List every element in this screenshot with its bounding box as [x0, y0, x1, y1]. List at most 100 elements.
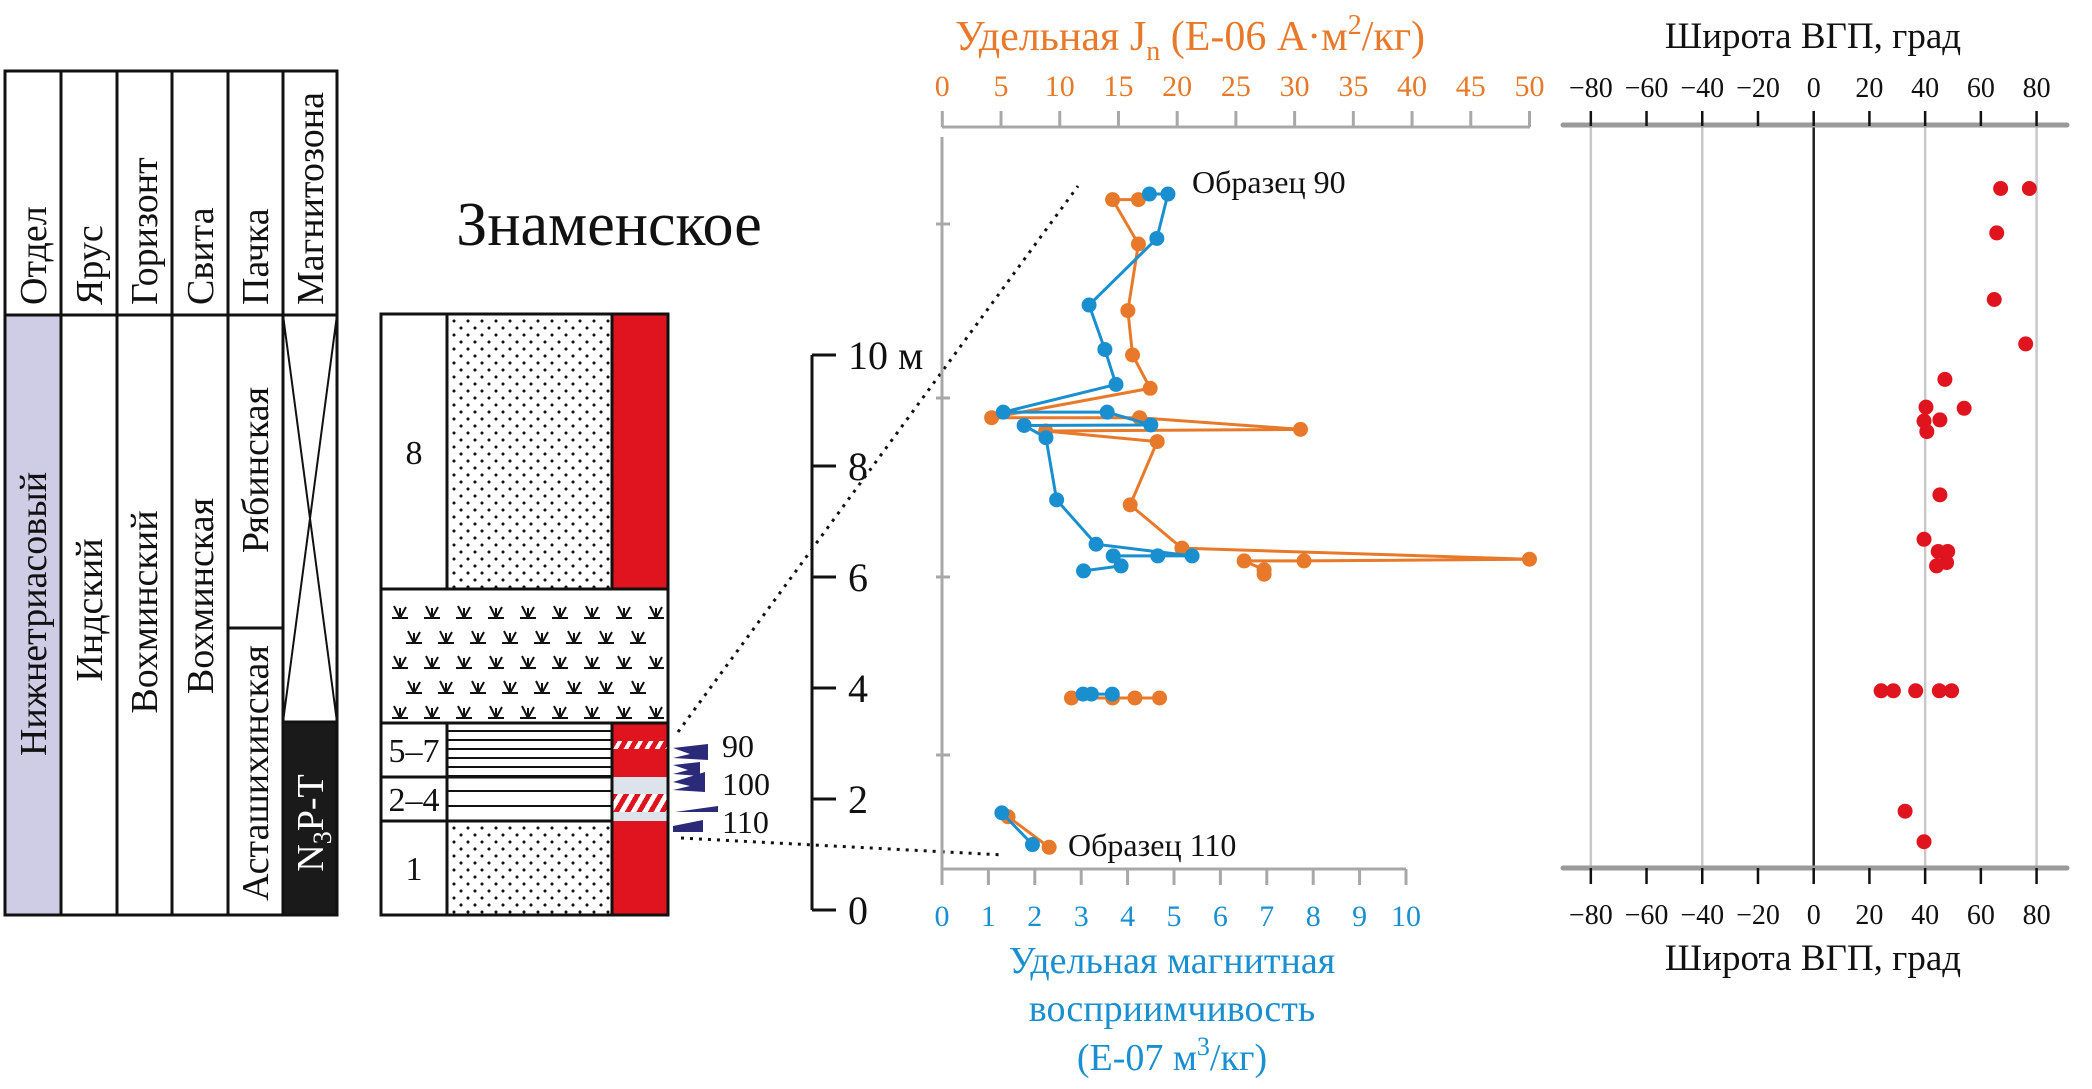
chi-tick-label: 0	[935, 900, 950, 933]
depth-tick-label: 0	[848, 888, 868, 933]
vgp-data-point	[1937, 371, 1953, 387]
plant-icon	[424, 605, 440, 619]
chi-data-point	[1150, 548, 1166, 564]
vgp-tick-label: 60	[1967, 73, 1995, 104]
depth-tick-label: 8	[848, 444, 868, 489]
vgp-tick-label: −20	[1736, 73, 1780, 104]
plant-icon	[616, 605, 632, 619]
jn-axis-ticks: 0 5 10 15 20 25 30 35 40 45 50	[935, 70, 1545, 127]
chi-axis-ticks: 0 1 2 3 4 5 6 7 8 9 10	[935, 869, 1421, 933]
vgp-data-point	[1944, 683, 1960, 699]
vgp-axis-title-bottom: Широта ВГП, град	[1665, 938, 1961, 979]
plant-icon	[502, 630, 518, 644]
correlation-line-bottom	[680, 836, 1005, 857]
normal-polarity-8	[612, 314, 668, 589]
plant-icon	[502, 680, 518, 694]
jn-tick-label: 25	[1221, 70, 1251, 103]
plant-icon	[552, 705, 568, 719]
jn-data-point	[1041, 839, 1057, 855]
magnetozone-label: N3P-T	[290, 774, 337, 871]
vgp-data-point	[1885, 683, 1901, 699]
table-body: Нижнетриасовый Индский Вохминский Вохмин…	[13, 387, 337, 901]
chi-tick-label: 2	[1027, 900, 1042, 933]
chi-data-point	[1038, 430, 1054, 446]
chi-data-point	[1141, 186, 1157, 202]
chi-tick-label: 5	[1167, 900, 1182, 933]
jn-tick-label: 40	[1397, 70, 1427, 103]
layer-numbers: 8 5–7 2–4 1	[389, 435, 440, 888]
plant-icon	[456, 705, 472, 719]
header-pachka: Пачка	[235, 208, 277, 305]
chi-tick-label: 1	[981, 900, 996, 933]
chi-tick-label: 3	[1074, 900, 1089, 933]
chi-title-line: Удельная магнитная	[1009, 940, 1335, 982]
vgp-data-point	[1939, 555, 1955, 571]
jn-data-point	[1142, 380, 1158, 396]
vgp-data-point	[2018, 336, 2034, 352]
vgp-tick-label: 20	[1855, 900, 1883, 931]
jn-data-point	[1292, 421, 1308, 437]
plant-icon	[584, 605, 600, 619]
sample-marker-icon	[675, 806, 718, 812]
chi-data-point	[1083, 686, 1099, 702]
laminated-layer-5-7	[447, 723, 612, 777]
jn-data-point	[1236, 553, 1252, 569]
jn-data-point	[1063, 690, 1079, 706]
vgp-tick-label: −80	[1569, 900, 1613, 931]
vgp-tick-label: 60	[1967, 900, 1995, 931]
hatched-band	[612, 741, 668, 749]
depth-tick-label: 10 м	[848, 333, 923, 378]
stage-label: Индский	[69, 538, 111, 681]
series-cell-bg	[5, 315, 61, 915]
series-label: Нижнетриасовый	[13, 472, 55, 756]
header-yarus: Ярус	[69, 225, 111, 305]
vgp-tick-label: 80	[2023, 73, 2051, 104]
chi-data-point	[1099, 404, 1115, 420]
plant-icon	[552, 605, 568, 619]
chi-title-unit: (Е-07 м3/кг)	[1077, 1032, 1267, 1079]
vgp-data-point	[1908, 683, 1924, 699]
plant-icon	[598, 630, 614, 644]
vgp-tick-label: −20	[1736, 900, 1780, 931]
vgp-data-point	[1986, 292, 2002, 307]
chi-data-point	[1088, 536, 1104, 552]
vgp-data-point	[1940, 543, 1956, 559]
member-label-ryabinskaya: Рябинская	[235, 387, 277, 553]
sandstone-layer-8	[447, 314, 612, 589]
vgp-data-point	[2021, 181, 2037, 196]
plant-icon	[616, 655, 632, 669]
header-magnetozone: Магнитозона	[290, 92, 332, 305]
chi-data-point	[1160, 186, 1176, 202]
chi-data-point	[1097, 341, 1113, 357]
plant-icon	[648, 655, 664, 669]
plant-icon	[488, 605, 504, 619]
plant-icon	[520, 655, 536, 669]
vgp-data-point	[1919, 424, 1935, 440]
plot-frame	[936, 125, 1530, 871]
sample-marker-icon	[673, 762, 700, 776]
jn-tick-label: 45	[1456, 70, 1486, 103]
sample-marker-icon	[673, 820, 703, 832]
jn-data-point	[1120, 303, 1136, 319]
depth-axis	[810, 353, 836, 912]
plant-icon	[566, 630, 582, 644]
chi-data-point	[1016, 417, 1032, 433]
jn-data-point	[1296, 553, 1312, 569]
jn-tick-label: 0	[935, 70, 950, 103]
vgp-tick-label: 40	[1911, 900, 1939, 931]
layer-label: 5–7	[389, 733, 440, 770]
depth-tick-label: 6	[848, 555, 868, 600]
jn-tick-label: 50	[1515, 70, 1545, 103]
chi-data-point	[994, 805, 1010, 821]
layer-label: 1	[406, 851, 423, 888]
vgp-data-point	[1993, 181, 2009, 196]
jn-data-point	[1122, 497, 1138, 513]
plant-icon	[392, 705, 408, 719]
vgp-tick-label: 80	[2023, 900, 2051, 931]
vgp-data-point	[1916, 834, 1932, 850]
data-series	[984, 186, 1537, 855]
lithology-column	[379, 312, 670, 917]
sample-labels: 90 100 110	[722, 728, 770, 840]
chi-data-point	[1143, 417, 1159, 433]
